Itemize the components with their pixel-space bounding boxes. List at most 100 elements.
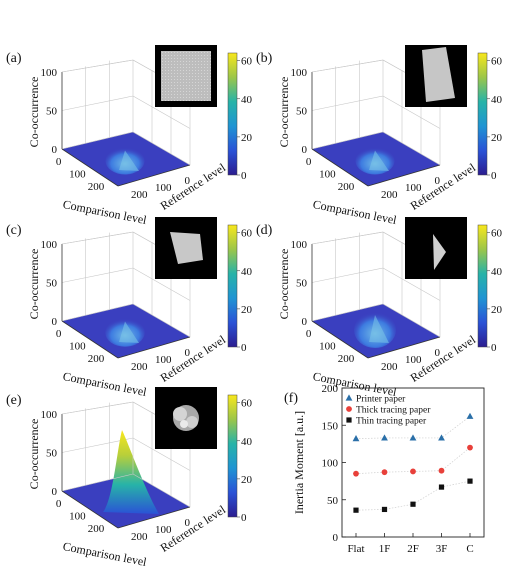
panel-3d: 05010001002002001000(e)Co-occurrenceComp… [6, 387, 253, 566]
inset-paper [161, 51, 211, 101]
surface-peak [103, 430, 159, 514]
axis-line [367, 336, 441, 359]
data-point [467, 444, 473, 451]
colorbar-tick-label: 60 [241, 398, 253, 410]
z-tick-label: 0 [302, 144, 308, 156]
paper-crumple [180, 420, 188, 428]
y-tick-label: 0 [184, 347, 190, 359]
panels-3d: 05010001002002001000(a)Co-occurrenceComp… [6, 45, 503, 566]
inset-paper [422, 47, 455, 102]
colorbar-tick-label: 0 [241, 170, 247, 182]
x-tick-label: 200 [88, 353, 105, 365]
inset-paper [433, 234, 446, 270]
grid-line [311, 231, 384, 245]
grid-line [311, 303, 384, 322]
axis-line [61, 148, 119, 187]
data-point [438, 434, 445, 441]
z-tick-label: 0 [52, 144, 58, 156]
panel-label: (f) [284, 391, 298, 406]
z-tick-label: 50 [296, 278, 308, 290]
legend-label: Thick tracing paper [356, 406, 431, 416]
paper-sheet [433, 234, 446, 270]
panel-label: (d) [256, 223, 273, 238]
panel-3d: 05010001002002001000(a)Co-occurrenceComp… [6, 45, 253, 227]
x-tick-label: 0 [56, 498, 62, 510]
data-point [381, 434, 388, 441]
y-axis-label: Inertia Moment [a.u.] [292, 411, 306, 514]
x-tick-label: 200 [88, 523, 105, 535]
grid-line [311, 131, 384, 150]
axis-line [117, 336, 191, 359]
panel-label: (a) [6, 51, 22, 66]
z-axis-label: Co-occurrence [27, 249, 41, 320]
data-point [438, 484, 445, 490]
colorbar-tick-label: 40 [491, 94, 503, 106]
x-tick-label: 0 [306, 328, 312, 340]
grid-line [132, 95, 191, 129]
grid-line [311, 59, 384, 73]
paper-sheet [161, 51, 211, 101]
legend-marker [346, 417, 352, 423]
y-tick-label: 200 [131, 531, 148, 543]
grid-line [311, 95, 384, 111]
y-tick-label: 100 [155, 524, 172, 536]
panel-3d: 05010001002002001000(c)Co-occurrenceComp… [6, 217, 253, 399]
x-tick-label: 200 [88, 181, 105, 193]
y-tick-label: 200 [381, 361, 398, 373]
y-tick-label: 200 [322, 383, 339, 395]
x-tick-label: 1F [379, 543, 391, 555]
y-tick-label: 100 [155, 182, 172, 194]
grid-line [61, 401, 134, 415]
x-tick-label: 200 [338, 181, 355, 193]
data-point [410, 468, 416, 475]
z-tick-label: 100 [41, 239, 58, 251]
y-tick-label: 200 [131, 361, 148, 373]
z-tick-label: 100 [291, 67, 308, 79]
y-tick-label: 200 [131, 189, 148, 201]
panel-3d: 05010001002002001000(d)Co-occurrenceComp… [256, 217, 503, 399]
inset-paper [173, 405, 199, 431]
surface-peak-ridge [369, 315, 389, 343]
grid-line [132, 267, 191, 301]
grid-line [132, 303, 191, 338]
x-tick-label: 2F [407, 543, 419, 555]
x-tick-label: 0 [56, 156, 62, 168]
colorbar-tick-label: 20 [241, 304, 253, 316]
axis-line [367, 164, 441, 187]
y-tick-label: 100 [405, 354, 422, 366]
x-tick-label: C [466, 543, 473, 555]
x-axis-label: Comparison level [62, 369, 149, 399]
y-tick-label: 0 [184, 517, 190, 529]
panel-label: (c) [6, 223, 22, 238]
z-axis-label: Co-occurrence [277, 77, 291, 148]
grid-line [382, 267, 441, 301]
colorbar-tick-label: 20 [491, 132, 503, 144]
y-tick-label: 100 [405, 182, 422, 194]
grid-line [382, 95, 441, 129]
data-point [409, 434, 417, 441]
colorbar-tick-label: 60 [241, 56, 253, 68]
x-axis-label: Comparison level [312, 197, 399, 227]
x-tick-label: 0 [306, 156, 312, 168]
z-axis-label: Co-occurrence [27, 77, 41, 148]
colorbar-tick-label: 40 [241, 436, 253, 448]
data-point [381, 469, 388, 476]
colorbar-tick-label: 40 [491, 266, 503, 278]
x-tick-label: 0 [56, 328, 62, 340]
y-tick-label: 150 [322, 420, 339, 432]
data-point [467, 478, 473, 484]
x-tick-label: 100 [69, 168, 86, 180]
panel-3d: 05010001002002001000(b)Co-occurrenceComp… [256, 45, 503, 227]
colorbar-tick-label: 60 [241, 228, 253, 240]
y-tick-label: 100 [155, 354, 172, 366]
axis-line [117, 164, 191, 187]
surface-peak-ridge [119, 150, 139, 171]
colorbar-tick-label: 40 [241, 266, 253, 278]
colorbar-tick-label: 60 [491, 56, 503, 68]
colorbar-tick-label: 0 [491, 170, 497, 182]
data-point [466, 412, 474, 419]
grid-line [382, 303, 441, 338]
x-tick-label: 100 [319, 340, 336, 352]
inset-paper [170, 232, 203, 264]
colorbar-tick-label: 40 [241, 94, 253, 106]
